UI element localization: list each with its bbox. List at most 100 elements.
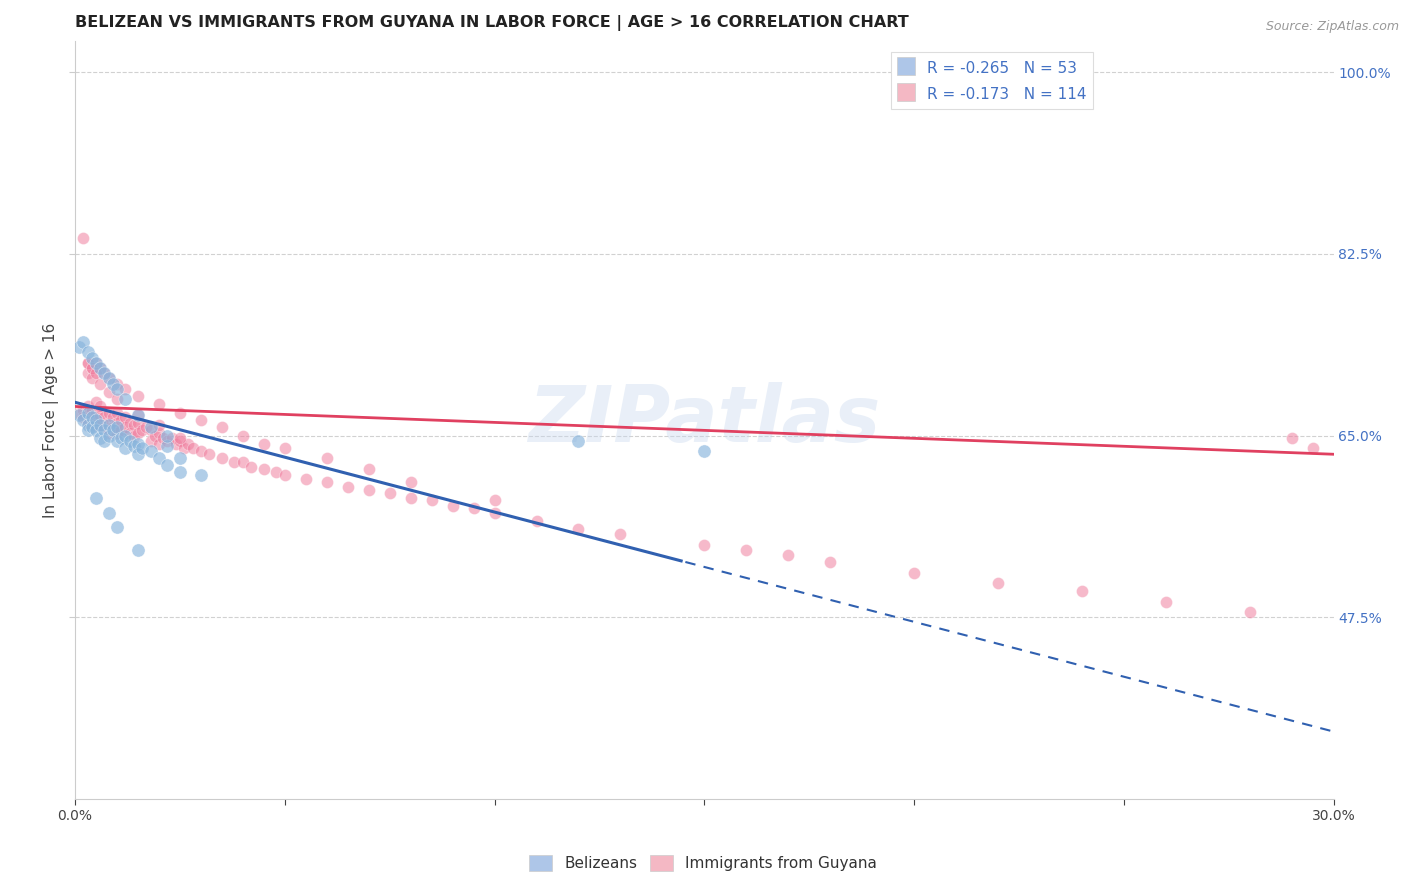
Point [89, 418, 111, 433]
Point [80, 409, 103, 424]
Point [177, 437, 200, 451]
Point [97, 426, 120, 441]
Point [76, 416, 98, 430]
Point [114, 392, 136, 407]
Point [67, 408, 90, 422]
Point [240, 459, 263, 474]
Point [294, 472, 316, 486]
Point [72, 402, 94, 417]
Point [84, 406, 107, 420]
Point [609, 527, 631, 541]
Point [67, 406, 90, 420]
Point [101, 423, 124, 437]
Point [399, 475, 422, 490]
Point [89, 361, 111, 376]
Point [778, 548, 800, 562]
Text: BELIZEAN VS IMMIGRANTS FROM GUYANA IN LABOR FORCE | AGE > 16 CORRELATION CHART: BELIZEAN VS IMMIGRANTS FROM GUYANA IN LA… [75, 15, 908, 31]
Point [315, 451, 337, 466]
Point [127, 408, 149, 422]
Point [80, 371, 103, 385]
Point [1154, 595, 1177, 609]
Point [105, 382, 128, 396]
Point [253, 437, 276, 451]
Point [97, 428, 120, 442]
Point [357, 483, 380, 497]
Point [198, 447, 221, 461]
Point [526, 514, 548, 528]
Point [135, 420, 157, 434]
Point [105, 392, 128, 407]
Point [105, 416, 128, 430]
Point [93, 434, 115, 448]
Point [105, 520, 128, 534]
Point [224, 454, 246, 468]
Point [169, 451, 191, 466]
Point [84, 395, 107, 409]
Point [148, 437, 170, 451]
Point [735, 542, 758, 557]
Point [357, 462, 380, 476]
Point [84, 413, 107, 427]
Point [190, 413, 212, 427]
Point [232, 428, 254, 442]
Point [93, 423, 115, 437]
Point [160, 431, 183, 445]
Point [143, 428, 166, 442]
Point [101, 376, 124, 391]
Point [72, 334, 94, 349]
Point [987, 576, 1010, 591]
Point [76, 356, 98, 370]
Point [67, 340, 90, 354]
Point [122, 428, 145, 442]
Point [266, 465, 288, 479]
Point [127, 447, 149, 461]
Point [105, 426, 128, 441]
Point [76, 408, 98, 422]
Point [1302, 441, 1324, 455]
Point [80, 361, 103, 376]
Point [93, 366, 115, 380]
Point [80, 420, 103, 434]
Point [441, 499, 464, 513]
Point [169, 465, 191, 479]
Point [110, 423, 132, 437]
Point [97, 384, 120, 399]
Point [76, 400, 98, 414]
Point [97, 507, 120, 521]
Point [89, 376, 111, 391]
Point [127, 437, 149, 451]
Point [101, 409, 124, 424]
Point [139, 434, 162, 448]
Point [89, 400, 111, 414]
Point [84, 491, 107, 505]
Point [97, 371, 120, 385]
Point [169, 406, 191, 420]
Point [399, 491, 422, 505]
Point [97, 418, 120, 433]
Point [190, 444, 212, 458]
Point [156, 434, 179, 448]
Point [131, 423, 153, 437]
Point [118, 416, 141, 430]
Legend: R = -0.265   N = 53, R = -0.173   N = 114: R = -0.265 N = 53, R = -0.173 N = 114 [891, 53, 1092, 110]
Point [127, 542, 149, 557]
Point [89, 431, 111, 445]
Point [105, 406, 128, 420]
Point [80, 413, 103, 427]
Point [693, 538, 716, 552]
Point [72, 413, 94, 427]
Text: ZIPatlas: ZIPatlas [529, 382, 880, 458]
Point [1070, 584, 1092, 599]
Point [84, 366, 107, 380]
Point [110, 431, 132, 445]
Point [315, 475, 337, 490]
Point [93, 409, 115, 424]
Point [105, 376, 128, 391]
Legend: Belizeans, Immigrants from Guyana: Belizeans, Immigrants from Guyana [523, 849, 883, 877]
Point [114, 409, 136, 424]
Point [148, 426, 170, 441]
Point [118, 426, 141, 441]
Point [232, 454, 254, 468]
Point [152, 431, 174, 445]
Text: Source: ZipAtlas.com: Source: ZipAtlas.com [1265, 20, 1399, 33]
